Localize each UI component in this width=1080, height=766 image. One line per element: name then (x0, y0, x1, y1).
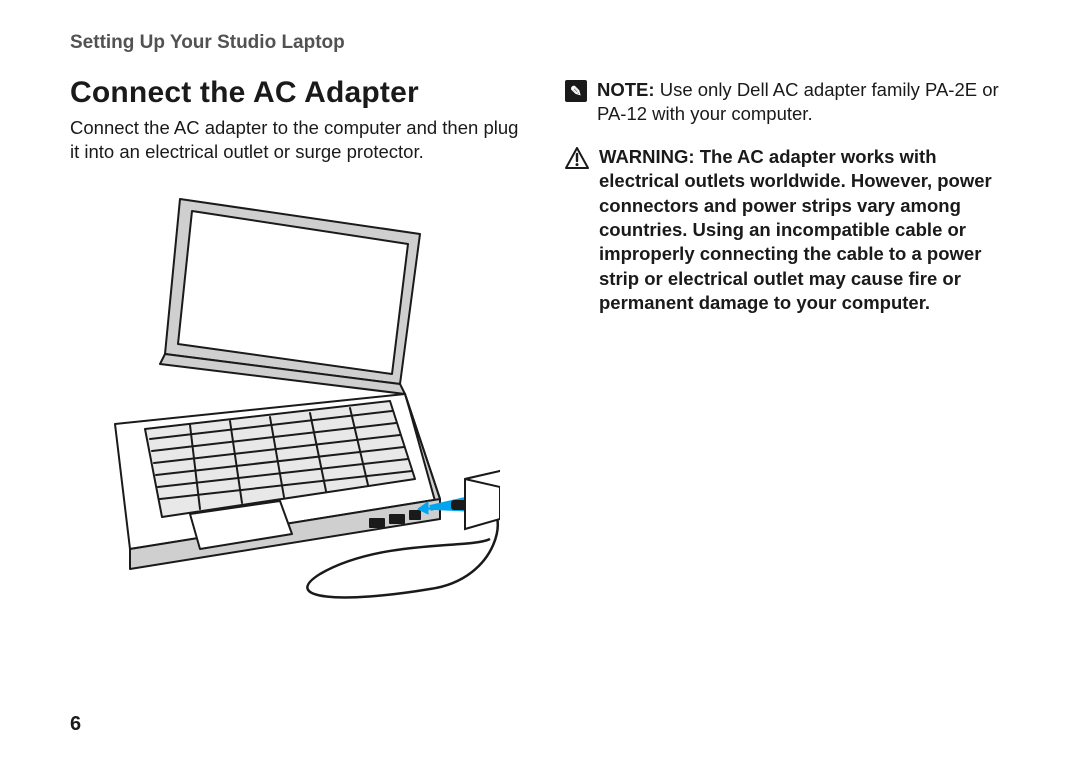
manual-page: Setting Up Your Studio Laptop Connect th… (0, 0, 1080, 766)
two-column-layout: Connect the AC Adapter Connect the AC ad… (70, 72, 1020, 619)
note-callout: ✎ NOTE: Use only Dell AC adapter family … (565, 78, 1020, 127)
note-label: NOTE: (597, 79, 655, 100)
section-title: Connect the AC Adapter (70, 76, 525, 110)
warning-label: WARNING: (599, 146, 700, 167)
page-number: 6 (70, 713, 81, 736)
note-text: NOTE: Use only Dell AC adapter family PA… (597, 78, 1020, 127)
right-column: ✎ NOTE: Use only Dell AC adapter family … (565, 72, 1020, 619)
running-head: Setting Up Your Studio Laptop (70, 32, 1020, 54)
left-column: Connect the AC Adapter Connect the AC ad… (70, 72, 525, 619)
warning-text: WARNING: The AC adapter works with elect… (599, 145, 1020, 316)
warning-body: The AC adapter works with electrical out… (599, 146, 992, 313)
warning-icon (565, 147, 589, 169)
laptop-adapter-illustration (70, 179, 500, 619)
warning-callout: WARNING: The AC adapter works with elect… (565, 145, 1020, 316)
note-body: Use only Dell AC adapter family PA-2E or… (597, 79, 999, 124)
intro-paragraph: Connect the AC adapter to the computer a… (70, 116, 525, 165)
note-icon: ✎ (565, 80, 587, 102)
